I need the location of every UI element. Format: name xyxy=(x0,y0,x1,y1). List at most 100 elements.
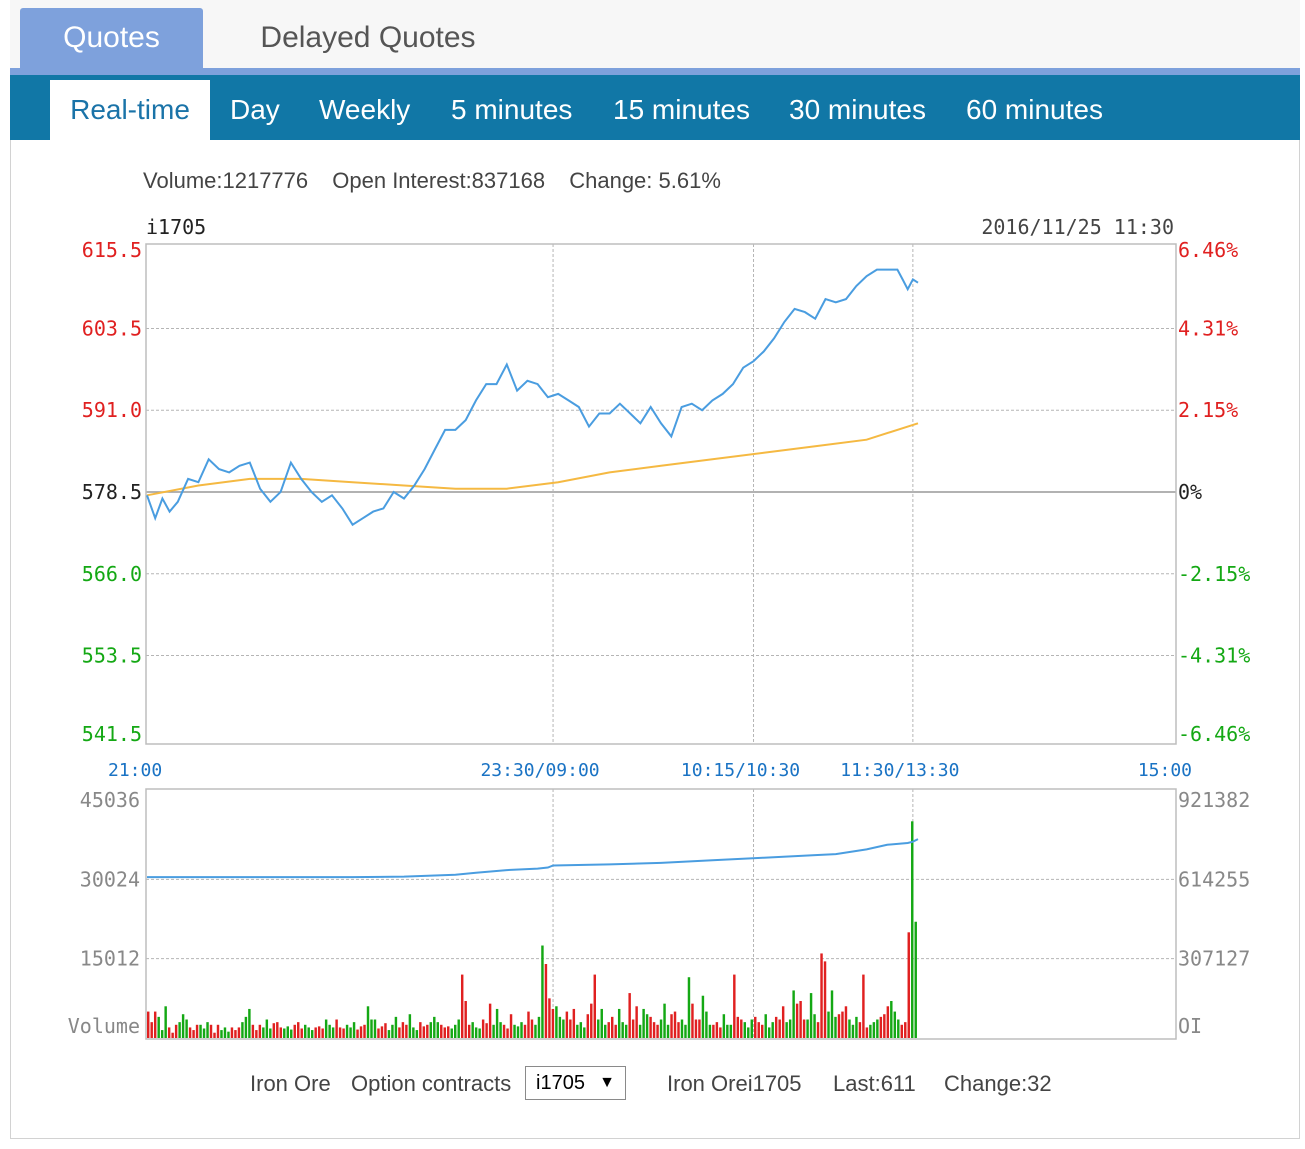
volume-bar xyxy=(767,1027,771,1038)
period-nav: Real-time Day Weekly 5 minutes 15 minute… xyxy=(10,75,1300,140)
volume-bar xyxy=(750,1019,753,1038)
volume-bar xyxy=(799,1001,802,1038)
volume-bar xyxy=(338,1027,342,1038)
volume-bar xyxy=(792,990,795,1038)
volume-bar xyxy=(265,1019,269,1038)
volume-bar xyxy=(541,945,544,1038)
volume-bar xyxy=(202,1028,206,1038)
volume-bar xyxy=(687,977,691,1038)
volume-bar xyxy=(433,1016,436,1038)
volume-bar xyxy=(258,1024,262,1038)
volume-bar xyxy=(443,1027,446,1038)
volume-bar xyxy=(593,974,596,1038)
subtab-day[interactable]: Day xyxy=(230,94,280,125)
volume-bar xyxy=(408,1014,412,1038)
stat-open-interest: Open Interest:837168 xyxy=(332,168,546,193)
volume-bar xyxy=(869,1024,872,1038)
volume-bar xyxy=(401,1022,405,1038)
volume-bar xyxy=(523,1024,527,1038)
volume-bar xyxy=(736,1016,740,1038)
chevron-down-icon: ▼ xyxy=(599,1074,615,1091)
subtab-30-minutes[interactable]: 30 minutes xyxy=(789,94,926,125)
volume-bars xyxy=(147,821,917,1038)
oi-tick-label: 921382 xyxy=(1178,788,1250,812)
volume-bar xyxy=(722,1014,726,1038)
volume-bar xyxy=(715,1022,719,1038)
volume-bar xyxy=(317,1026,321,1038)
volume-bar xyxy=(220,1030,223,1038)
volume-bar xyxy=(335,1019,338,1038)
volume-bar xyxy=(691,1003,694,1038)
volume-bar xyxy=(590,1003,593,1038)
volume-tick-label: 30024 xyxy=(80,867,140,891)
volume-bar xyxy=(272,1023,276,1038)
volume-bar xyxy=(516,1026,520,1038)
volume-bar xyxy=(610,1016,614,1038)
volume-bar xyxy=(290,1029,293,1038)
subtab-real-time[interactable]: Real-time xyxy=(50,80,210,140)
volume-bar xyxy=(555,1006,558,1038)
volume-bar xyxy=(778,1019,781,1038)
volume-bar xyxy=(876,1019,879,1038)
volume-bar xyxy=(384,1023,387,1038)
volume-bar xyxy=(213,1032,216,1038)
volume-bar xyxy=(192,1030,195,1038)
stat-volume: Volume:1217776 xyxy=(143,168,309,193)
volume-bar xyxy=(502,1024,506,1038)
price-tick-label: 615.5 xyxy=(82,238,142,262)
volume-bar xyxy=(747,1027,750,1038)
oi-tick-label: 614255 xyxy=(1178,867,1250,891)
volume-bar xyxy=(248,1008,251,1038)
volume-bar xyxy=(262,1027,265,1038)
volume-bar xyxy=(914,921,917,1038)
oi-tick-label: 307127 xyxy=(1178,947,1250,971)
average-price-line xyxy=(146,422,919,497)
volume-bar xyxy=(844,1006,848,1038)
subtab-15-minutes[interactable]: 15 minutes xyxy=(613,94,750,125)
volume-bar xyxy=(597,1019,600,1038)
contract-select-value: i1705 xyxy=(536,1072,585,1094)
volume-bar xyxy=(855,1016,858,1038)
volume-bar xyxy=(164,1006,167,1038)
price-axis-left: 615.5 603.5 591.0 578.5 566.0 553.5 541.5 xyxy=(82,238,142,746)
volume-bar xyxy=(848,1019,851,1038)
volume-bar xyxy=(150,1022,153,1038)
volume-bar xyxy=(244,1016,248,1038)
volume-bar xyxy=(255,1030,258,1038)
volume-bar xyxy=(223,1027,227,1038)
volume-bar xyxy=(774,1016,778,1038)
volume-bar xyxy=(492,1024,495,1038)
volume-bar xyxy=(160,1030,164,1038)
volume-bar xyxy=(412,1027,415,1038)
volume-bar xyxy=(638,1024,642,1038)
volume-bar xyxy=(147,1011,150,1038)
tab-quotes[interactable]: Quotes xyxy=(20,8,203,68)
volume-bar xyxy=(178,1022,181,1038)
volume-bar xyxy=(429,1022,433,1038)
volume-bar xyxy=(576,1024,579,1038)
tab-delayed-quotes[interactable]: Delayed Quotes xyxy=(260,21,476,54)
volume-bar xyxy=(841,1011,844,1038)
volume-bar xyxy=(464,1001,467,1038)
volume-bar xyxy=(795,1003,799,1038)
volume-bar xyxy=(558,1016,562,1038)
last-price: Last:611 xyxy=(833,1071,916,1096)
subtab-weekly[interactable]: Weekly xyxy=(319,94,411,125)
volume-bar xyxy=(359,1026,363,1038)
volume-bar xyxy=(310,1030,314,1038)
price-tick-label: 603.5 xyxy=(82,316,142,340)
volume-bar xyxy=(300,1028,303,1038)
price-tick-label: 566.0 xyxy=(82,562,142,586)
subtab-60-minutes[interactable]: 60 minutes xyxy=(966,94,1103,125)
volume-bar xyxy=(677,1022,680,1038)
volume-bar xyxy=(363,1024,366,1038)
volume-bar xyxy=(174,1024,178,1038)
chart-panel xyxy=(10,140,1300,1139)
volume-bar xyxy=(419,1022,422,1038)
contract-select[interactable]: i1705 ▼ xyxy=(525,1066,626,1100)
volume-bar xyxy=(314,1027,317,1038)
volume-bar xyxy=(872,1022,876,1038)
subtab-5-minutes[interactable]: 5 minutes xyxy=(451,94,573,125)
volume-bar xyxy=(837,1014,841,1038)
volume-bar xyxy=(373,1019,377,1038)
